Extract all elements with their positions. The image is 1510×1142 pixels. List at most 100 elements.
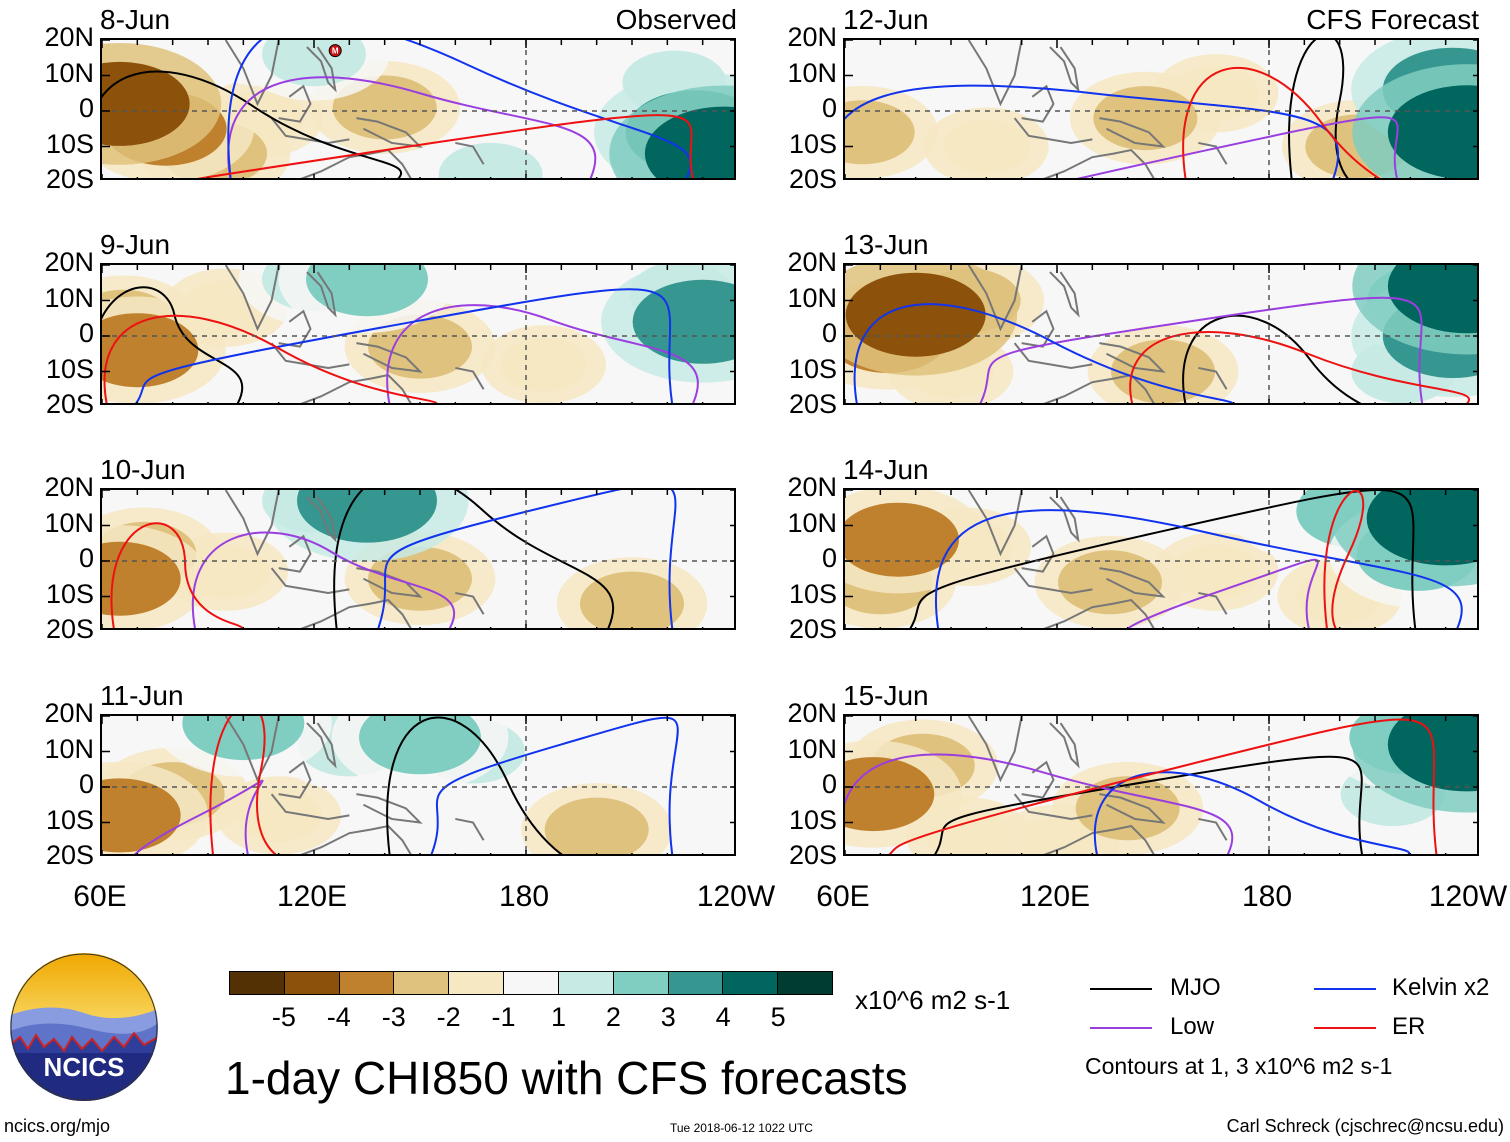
coastline xyxy=(278,84,312,123)
shading-blob xyxy=(925,40,1012,82)
colorbar-swatch xyxy=(668,972,724,994)
shading-blob xyxy=(845,502,959,577)
website-link[interactable]: ncics.org/mjo xyxy=(4,1116,111,1136)
coastline xyxy=(1049,722,1080,769)
contour-kelvin-x2 xyxy=(377,490,677,628)
y-axis-label: 10S xyxy=(45,578,94,609)
coastline xyxy=(1198,141,1228,165)
contour-er xyxy=(209,716,277,854)
contour-er xyxy=(196,114,694,178)
colorbar-label: 5 xyxy=(770,1002,786,1032)
shading-blob xyxy=(644,106,734,178)
y-axis-label: 20N xyxy=(787,698,837,728)
shading-blob xyxy=(1075,776,1180,841)
shading-blob xyxy=(845,100,915,165)
contour-low xyxy=(1076,116,1399,178)
coastline xyxy=(278,534,312,573)
coastline xyxy=(356,117,423,148)
coastline xyxy=(1049,46,1080,93)
y-axis-label: 20S xyxy=(788,389,837,419)
legend-label-er: ER xyxy=(1392,1013,1426,1040)
forecast-label: CFS Forecast xyxy=(1306,4,1479,35)
mjo-marker: M xyxy=(328,44,342,58)
colorbar-label: 1 xyxy=(550,1002,566,1032)
contour-er xyxy=(888,718,1438,854)
mjo-marker-letter: M xyxy=(332,47,339,56)
contour-low xyxy=(386,304,699,403)
coastline xyxy=(224,490,280,557)
colorbar-swatch xyxy=(778,972,832,994)
contour-low xyxy=(1127,558,1319,628)
shading-blob xyxy=(102,541,181,616)
map-panel-forecast xyxy=(843,263,1479,405)
contour-mjo xyxy=(102,286,244,403)
contour-er xyxy=(103,314,438,403)
contour-low xyxy=(134,779,264,854)
contour-er xyxy=(1182,67,1381,178)
coastline xyxy=(306,271,337,318)
colorbar-swatch xyxy=(613,972,669,994)
coastline xyxy=(1198,817,1228,841)
shading-blob xyxy=(102,61,190,146)
shading-blob xyxy=(368,314,472,379)
contour-kelvin-x2 xyxy=(430,716,679,854)
shading-blob xyxy=(845,757,935,832)
contour-mjo xyxy=(386,716,563,854)
coastline xyxy=(278,309,312,348)
shading-blob xyxy=(544,797,649,854)
coastline xyxy=(455,817,485,841)
contours-note: Contours at 1, 3 x10^6 m2 s-1 xyxy=(1085,1053,1393,1079)
contour-er xyxy=(110,522,244,628)
y-axis-label: 10N xyxy=(44,507,94,538)
colorbar-label: 2 xyxy=(605,1002,621,1032)
coastline xyxy=(455,141,485,165)
map-panel-observed: M xyxy=(100,38,736,180)
shading-blob xyxy=(632,279,734,364)
legend-line-low xyxy=(1090,1027,1152,1029)
shading-blob xyxy=(500,337,587,392)
shading-blob xyxy=(536,265,622,314)
coastline xyxy=(1099,567,1166,598)
colorbar-label: -1 xyxy=(491,1002,516,1032)
shading-blob xyxy=(368,546,472,611)
x-axis-label: 120E xyxy=(276,880,348,913)
shading-blob xyxy=(943,119,1030,174)
shading-blob xyxy=(845,272,986,357)
y-axis-label: 0 xyxy=(821,93,837,123)
y-axis-label: 0 xyxy=(78,543,94,573)
x-axis-label: 180 xyxy=(498,880,550,913)
observed-label: Observed xyxy=(615,4,737,35)
legend-label-kelvin: Kelvin x2 xyxy=(1392,974,1490,1001)
colorbar-label: -3 xyxy=(381,1002,406,1032)
coastline xyxy=(1198,366,1228,390)
y-axis-label: 10N xyxy=(44,733,94,764)
figure-title: 1-day CHI850 with CFS forecasts xyxy=(225,1052,908,1104)
y-axis-label: 0 xyxy=(78,318,94,348)
panel-date-label: 15-Jun xyxy=(843,680,929,711)
contour-low xyxy=(227,76,597,178)
colorbar-swatch xyxy=(504,972,559,994)
y-axis-label: 20N xyxy=(787,22,837,52)
shading-blob xyxy=(1387,85,1477,178)
coastline xyxy=(270,342,350,369)
shading-blob xyxy=(306,265,428,317)
contour-er xyxy=(1129,330,1470,403)
coastline xyxy=(967,40,1023,107)
contour-mjo xyxy=(333,490,614,628)
panel-date-label: 11-Jun xyxy=(100,680,184,711)
coastline xyxy=(224,40,280,107)
coastline xyxy=(278,760,312,799)
map-panel-forecast xyxy=(843,488,1479,630)
coastline xyxy=(270,793,350,820)
y-axis-label: 20N xyxy=(44,22,94,52)
colorbar-label: 3 xyxy=(660,1002,676,1032)
coastline xyxy=(306,722,337,769)
map-panel-observed xyxy=(100,263,736,405)
shading-blob xyxy=(1173,724,1259,779)
y-axis-label: 10S xyxy=(788,804,837,835)
y-axis-label: 20N xyxy=(787,472,837,502)
coastline xyxy=(1021,309,1055,348)
coastline xyxy=(1021,84,1055,123)
panel-date-label: 12-Jun xyxy=(843,4,929,35)
shading-blob xyxy=(1366,490,1477,566)
